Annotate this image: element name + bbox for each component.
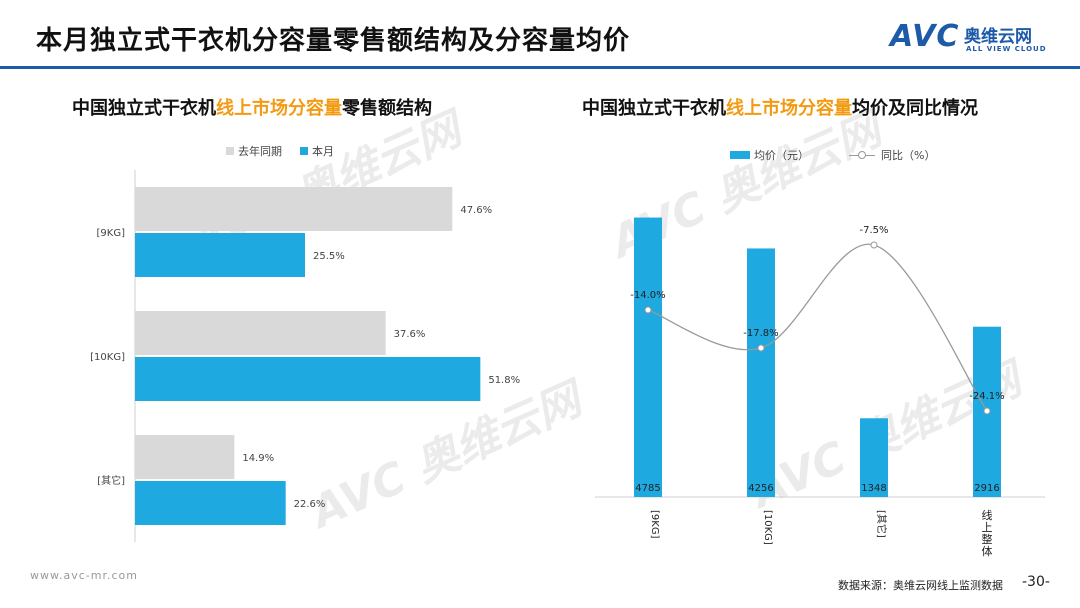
legend-swatch — [226, 147, 234, 155]
header-divider — [0, 66, 1080, 69]
data-label: 51.8% — [488, 375, 520, 386]
subtitle-highlight: 线上市场分容量 — [216, 98, 342, 119]
footer-source: 数据来源：奥维云网线上监测数据 — [838, 579, 1003, 592]
price-label: 2916 — [974, 483, 999, 494]
price-label: 4785 — [635, 483, 660, 494]
legend-swatch — [730, 151, 750, 159]
footer-url: www.avc-mr.com — [30, 569, 138, 582]
category-label: [9KG] — [97, 228, 126, 239]
yoy-point — [870, 241, 878, 249]
yoy-label: -7.5% — [859, 225, 888, 236]
category-label: [其它] — [97, 474, 125, 487]
category-label-char: 体 — [982, 544, 993, 558]
legend-label: 本月 — [312, 145, 334, 158]
yoy-label: -24.1% — [969, 391, 1004, 402]
right-chart-subtitle: 中国独立式干衣机线上市场分容量均价及同比情况 — [582, 94, 978, 120]
category-label-char: 上 — [982, 521, 993, 534]
subtitle-prefix: 中国独立式干衣机 — [72, 98, 216, 119]
category-label: [10KG] — [762, 510, 773, 545]
bar-this-month — [135, 233, 305, 277]
yoy-point — [644, 306, 652, 314]
price-label: 1348 — [861, 483, 886, 494]
right-combo-chart: 4785 4256 1348 2916 -14.0% -17.8% -7.5% -24.1% [… — [595, 217, 1045, 558]
category-label-char: 整 — [982, 532, 993, 546]
yoy-label: -17.8% — [743, 328, 778, 339]
page-title: 本月独立式干衣机分容量零售额结构及分容量均价 — [36, 26, 631, 56]
price-label: 4256 — [748, 483, 773, 494]
bar-last-year — [135, 435, 235, 479]
legend-label: 均价（元） — [754, 149, 809, 162]
left-chart-subtitle: 中国独立式干衣机线上市场分容量零售额结构 — [72, 94, 432, 120]
category-label: [10KG] — [90, 352, 125, 363]
price-bar — [747, 248, 775, 497]
bar-last-year — [135, 311, 386, 355]
left-chart-legend: 去年同期 本月 — [226, 143, 352, 159]
subtitle-highlight: 线上市场分容量 — [726, 98, 852, 119]
price-bar — [860, 418, 888, 497]
left-bar-chart: 47.6% 25.5% [9KG] 37.6% 51.8% [10KG] 14.9% 22.6… — [90, 170, 520, 542]
legend-item-last-year: 去年同期 — [226, 143, 282, 159]
data-label: 25.5% — [313, 251, 345, 262]
subtitle-suffix: 均价及同比情况 — [852, 98, 978, 119]
subtitle-prefix: 中国独立式干衣机 — [582, 98, 726, 119]
data-label: 22.6% — [294, 499, 326, 510]
category-label-char: 线 — [982, 508, 993, 522]
data-label: 14.9% — [242, 453, 274, 464]
bar-this-month — [135, 481, 286, 525]
subtitle-suffix: 零售额结构 — [342, 98, 432, 119]
legend-swatch — [300, 147, 308, 155]
logo-chinese: 奥维云网 — [964, 27, 1032, 47]
price-bar — [634, 217, 662, 497]
logo-english: ALL VIEW CLOUD — [966, 45, 1047, 53]
yoy-point — [757, 344, 765, 352]
legend-label: 同比（%） — [881, 149, 936, 162]
legend-item-yoy: 同比（%） — [849, 147, 935, 163]
legend-item-avg-price: 均价（元） — [730, 147, 809, 163]
brand-logo: AVC 奥维云网 ALL VIEW CLOUD — [890, 20, 1060, 60]
logo-mark: AVC — [890, 19, 960, 54]
category-label: [其它] — [875, 510, 888, 538]
data-label: 37.6% — [394, 329, 426, 340]
yoy-point — [983, 407, 991, 415]
bar-last-year — [135, 187, 453, 231]
right-chart-legend: 均价（元） 同比（%） — [730, 147, 953, 163]
yoy-label: -14.0% — [630, 290, 665, 301]
data-label: 47.6% — [460, 205, 492, 216]
legend-label: 去年同期 — [238, 145, 282, 158]
page-number: -30- — [1022, 574, 1050, 590]
yoy-line — [647, 243, 988, 412]
category-label: [9KG] — [649, 510, 660, 539]
legend-item-this-month: 本月 — [300, 143, 334, 159]
legend-line-swatch — [849, 150, 875, 160]
bar-this-month — [135, 357, 481, 401]
